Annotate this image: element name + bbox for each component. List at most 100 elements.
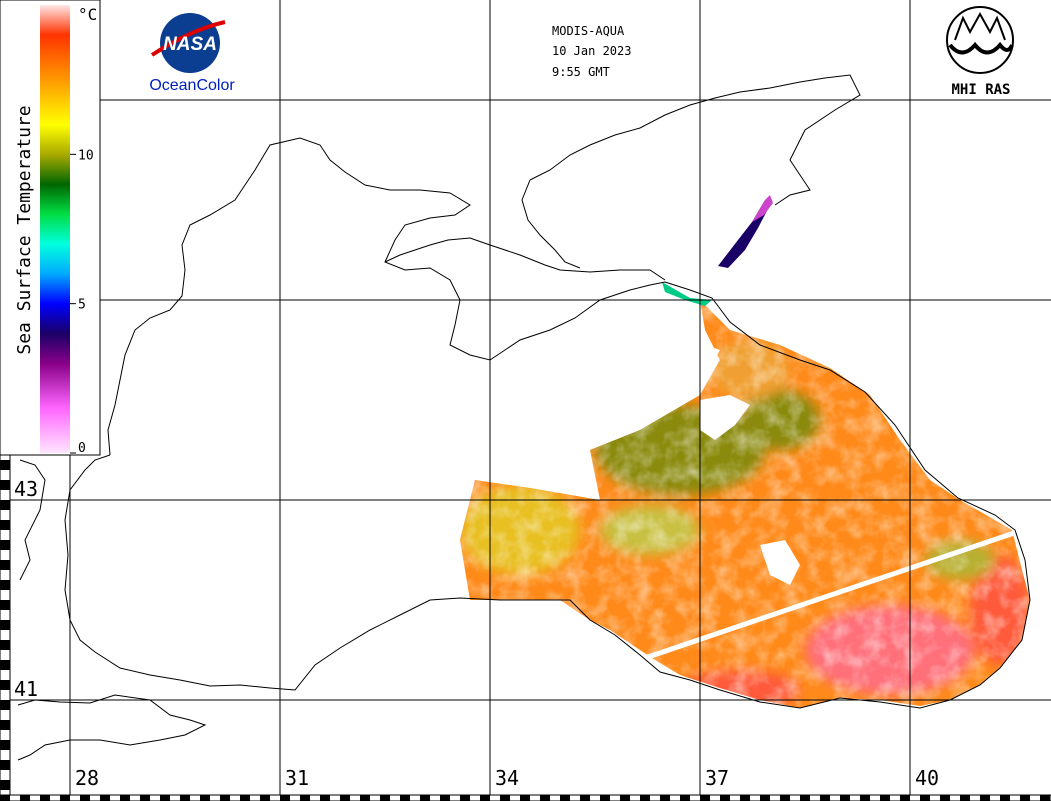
bottom-scale-mark xyxy=(140,795,150,801)
left-scale-mark xyxy=(0,520,10,530)
left-scale-mark xyxy=(0,660,10,670)
bottom-scale-mark xyxy=(40,795,50,801)
bottom-scale-mark xyxy=(100,795,110,801)
bottom-scale-mark xyxy=(480,795,490,801)
bottom-scale-mark xyxy=(1020,795,1030,801)
left-scale-mark xyxy=(0,640,10,650)
bottom-scale-mark xyxy=(1000,795,1010,801)
colorbar: °C Sea Surface Temperature 10 5 0 xyxy=(0,0,101,456)
bottom-scale-mark xyxy=(660,795,670,801)
coastline-crimea xyxy=(384,237,666,281)
colorbar-scale xyxy=(40,5,70,453)
colorbar-title: Sea Surface Temperature xyxy=(14,105,35,354)
bottom-scale-mark xyxy=(400,795,410,801)
bottom-scale-mark xyxy=(380,795,390,801)
bottom-scale-mark xyxy=(180,795,190,801)
sst-data-layer xyxy=(460,195,1030,708)
bottom-scale-mark xyxy=(280,795,290,801)
bottom-scale-mark xyxy=(760,795,770,801)
bottom-scale-mark xyxy=(340,795,350,801)
bottom-scale-mark xyxy=(620,795,630,801)
bottom-scale-mark xyxy=(240,795,250,801)
bottom-scale-mark xyxy=(220,795,230,801)
left-scale-mark xyxy=(0,620,10,630)
bottom-scale-mark xyxy=(60,795,70,801)
left-scale-mark xyxy=(0,740,10,750)
sst-texture xyxy=(460,300,1030,708)
left-scale-mark xyxy=(0,760,10,770)
coastline-northwest xyxy=(107,137,666,456)
left-scale-mark xyxy=(0,540,10,550)
coastline-azov-north xyxy=(529,74,861,206)
bottom-scale-mark xyxy=(1040,795,1050,801)
satellite-label: MODIS-AQUA xyxy=(552,24,625,38)
left-scale-mark xyxy=(0,500,10,510)
left-scale-mark xyxy=(0,460,10,470)
cloud-gap-2 xyxy=(760,540,800,585)
bottom-scale-mark xyxy=(980,795,990,801)
bottom-scale-mark xyxy=(900,795,910,801)
bottom-scale-mark xyxy=(800,795,810,801)
bottom-scale-mark xyxy=(840,795,850,801)
bottom-scale-mark xyxy=(120,795,130,801)
left-scale-mark xyxy=(0,720,10,730)
bottom-scale-mark xyxy=(920,795,930,801)
coastline-aegean xyxy=(19,459,46,581)
left-scale-mark xyxy=(0,560,10,570)
cloud-gap-1 xyxy=(700,395,750,440)
bottom-scale-mark xyxy=(960,795,970,801)
bottom-scale-mark xyxy=(880,795,890,801)
bottom-scale-mark xyxy=(820,795,830,801)
bottom-scale-mark xyxy=(520,795,530,801)
bottom-scale-mark xyxy=(580,795,590,801)
colorbar-tick-label-0: 0 xyxy=(78,441,86,456)
bottom-scale-mark xyxy=(860,795,870,801)
colorbar-tick-label-10: 10 xyxy=(78,148,94,163)
bottom-scale-mark xyxy=(160,795,170,801)
bottom-scale-mark xyxy=(440,795,450,801)
lat-label-43: 43 xyxy=(14,477,38,501)
bottom-scale-mark xyxy=(20,795,30,801)
left-scale-mark xyxy=(0,680,10,690)
oceancolor-label: OceanColor xyxy=(149,77,235,94)
lat-label-41: 41 xyxy=(14,677,38,701)
bottom-scale-mark xyxy=(460,795,470,801)
bottom-scale-mark xyxy=(260,795,270,801)
bottom-scale-mark xyxy=(500,795,510,801)
left-scale-mark xyxy=(0,700,10,710)
lon-label-37: 37 xyxy=(705,766,729,790)
nasa-swoosh xyxy=(150,20,226,57)
time-label: 9:55 GMT xyxy=(552,65,610,79)
bottom-scale-mark xyxy=(780,795,790,801)
bottom-scale-mark xyxy=(740,795,750,801)
bottom-scale-mark xyxy=(540,795,550,801)
bottom-scale-mark xyxy=(560,795,570,801)
lon-label-40: 40 xyxy=(915,766,939,790)
date-label: 10 Jan 2023 xyxy=(552,44,631,58)
left-scale-mark xyxy=(0,780,10,790)
left-scale-mark xyxy=(0,580,10,590)
bottom-scale-mark xyxy=(320,795,330,801)
bottom-scale-mark xyxy=(0,795,10,801)
colorbar-tick-label-5: 5 xyxy=(78,298,86,313)
axis-labels: 28 31 34 37 40 43 41 xyxy=(14,477,939,790)
bottom-scale-mark xyxy=(300,795,310,801)
left-scale-mark xyxy=(0,600,10,610)
swath-gap xyxy=(644,530,1015,661)
lon-label-31: 31 xyxy=(285,766,309,790)
bottom-scale-mark xyxy=(420,795,430,801)
kerch-strait-water xyxy=(662,282,712,306)
azov-coastal-water-warm xyxy=(752,195,773,222)
coastline-marmara xyxy=(17,694,207,761)
coastline-azov-west xyxy=(521,179,581,269)
mhi-ras-logo xyxy=(946,6,1014,74)
header: NASA OceanColor MODIS-AQUA 10 Jan 2023 9… xyxy=(149,6,1014,98)
lon-label-28: 28 xyxy=(75,766,99,790)
bottom-scale-mark xyxy=(700,795,710,801)
bottom-scale-mark xyxy=(360,795,370,801)
mhi-ras-label: MHI RAS xyxy=(951,82,1010,98)
bottom-scale-mark xyxy=(600,795,610,801)
bottom-scale-mark xyxy=(680,795,690,801)
lon-label-34: 34 xyxy=(495,766,519,790)
